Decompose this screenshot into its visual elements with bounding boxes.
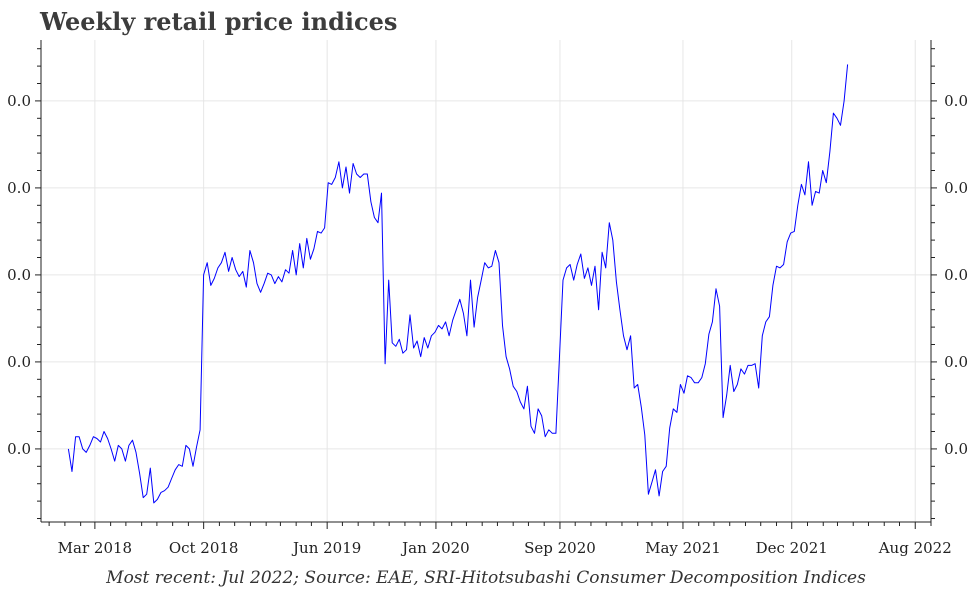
x-tick-label: Sep 2020: [524, 539, 596, 557]
series-line: [67, 64, 849, 504]
source-note: Most recent: Jul 2022; Source: EAE, SRI-…: [105, 568, 866, 588]
axes: 0.0 0.0 0.0 0.0 0.0 0.0 0.0 0.0 0.0 0.0 Mar 2018 Oc…: [7, 40, 968, 557]
y-tick-label-left: 0.0: [7, 92, 31, 110]
x-tick-label: May 2021: [645, 539, 721, 557]
y-tick-label-left: 0.0: [7, 440, 31, 458]
x-tick-label: Aug 2022: [878, 539, 952, 557]
y-tick-label-right: 0.0: [944, 440, 968, 458]
y-tick-label-left: 0.0: [7, 179, 31, 197]
y-tick-label-right: 0.0: [944, 179, 968, 197]
x-tick-label: Dec 2021: [756, 539, 828, 557]
y-tick-label-left: 0.0: [7, 266, 31, 284]
x-tick-label: Jun 2019: [291, 539, 361, 557]
chart-title: Weekly retail price indices: [39, 7, 397, 36]
y-tick-label-left: 0.0: [7, 353, 31, 371]
y-tick-label-right: 0.0: [944, 92, 968, 110]
y-tick-label-right: 0.0: [944, 266, 968, 284]
y-tick-label-right: 0.0: [944, 353, 968, 371]
grid: [41, 40, 931, 522]
series-layer: [67, 64, 849, 504]
x-tick-label: Jan 2020: [400, 539, 470, 557]
x-tick-label: Oct 2018: [169, 539, 239, 557]
x-tick-label: Mar 2018: [58, 539, 132, 557]
